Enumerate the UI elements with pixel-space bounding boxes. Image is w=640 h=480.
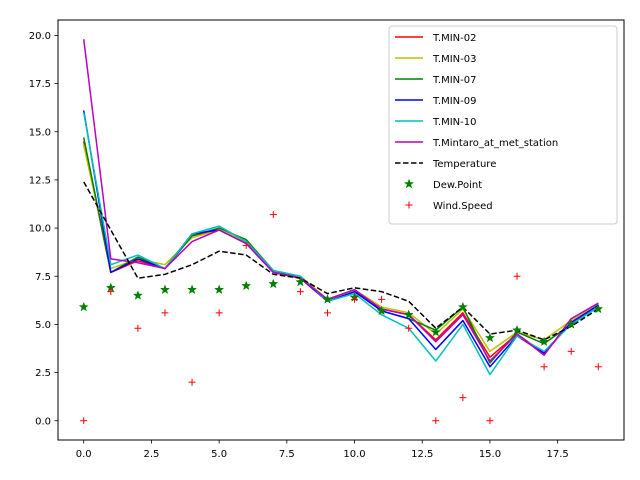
y-tick-label: 7.5 [35,272,51,283]
series-5 [82,39,599,362]
y-tick-label: 5.0 [35,320,51,331]
data-point [241,280,252,291]
y-tick-label: 2.5 [35,368,51,379]
data-point [430,326,441,337]
data-point [186,284,198,295]
data-point [567,347,575,355]
data-point [107,288,115,296]
series-8 [80,211,602,425]
data-point [351,295,359,303]
series-layer [78,39,604,425]
legend-item: Dew.Point [403,178,482,191]
legend-item: T.MIN-07 [395,75,477,86]
legend-label: Temperature [432,159,496,170]
y-tick-label: 10.0 [29,224,51,235]
y-tick-label: 12.5 [29,176,51,187]
data-point [159,284,171,295]
data-point [376,305,387,316]
legend-item: T.MIN-03 [395,54,477,65]
data-point [296,288,304,296]
legend-item: T.MIN-10 [395,117,477,128]
y-tick-label: 20.0 [29,31,51,42]
x-tick-label: 12.5 [411,449,433,460]
data-point [134,324,142,332]
data-point [214,284,225,295]
y-tick-label: 0.0 [35,416,51,427]
axes-frame [57,19,625,441]
data-point [484,332,496,343]
data-point [594,363,602,371]
legend-swatch [405,201,413,209]
data-point [457,301,468,312]
data-point [242,241,250,249]
data-point [322,294,333,304]
data-point [513,272,521,280]
x-tick-label: 15.0 [479,449,501,460]
legend-label: T.MIN-03 [432,54,477,65]
x-tick-label: 0.0 [76,449,92,460]
series-4 [82,112,599,376]
data-point [268,278,279,289]
data-point [188,378,196,386]
data-point [78,301,89,312]
legend-label: T.MIN-07 [432,75,477,86]
data-point [161,309,169,317]
series-6 [83,181,599,341]
legend-label: T.MIN-09 [432,96,477,107]
data-point [539,336,550,347]
series-line [82,112,599,376]
data-point [80,417,88,425]
data-point [486,417,494,425]
series-line [83,181,599,341]
data-point [323,309,331,317]
data-point [432,417,440,425]
axes-layer: 0.0 2.5 5.0 7.5 10.0 12.5 15.0 17.5 0.0 2.5 5.0 7.5… [29,19,625,460]
x-tick-label: 2.5 [143,449,159,460]
data-point [269,211,277,219]
data-point [405,324,413,332]
data-point [459,394,467,402]
legend: T.MIN-02 T.MIN-03 T.MIN-07 T.MIN-09 T.MIN-10… [388,25,618,225]
data-point [593,303,604,314]
legend-item: T.Mintaro_at_met_station [395,138,558,149]
legend-box [388,25,618,225]
data-point [566,319,577,329]
legend-label: T.MIN-02 [432,33,477,44]
y-tick-label: 17.5 [29,79,51,90]
legend-item: Temperature [395,159,496,170]
legend-item: T.MIN-02 [395,33,477,44]
legend-label: Wind.Speed [433,201,493,212]
legend-label: Dew.Point [433,180,482,191]
series-line [82,39,599,362]
x-tick-label: 7.5 [279,449,295,460]
legend-label: T.MIN-10 [432,117,477,128]
y-tick-label: 15.0 [29,127,51,138]
legend-item: Wind.Speed [405,201,493,212]
data-point [540,363,548,371]
x-tick-label: 17.5 [547,449,569,460]
legend-label: T.Mintaro_at_met_station [432,138,558,149]
data-point [132,290,143,300]
x-tick-label: 5.0 [211,449,227,460]
data-point [403,309,414,320]
data-point [511,324,523,335]
data-point [295,276,306,287]
data-point [215,309,223,317]
data-point [378,295,386,303]
legend-item: T.MIN-09 [395,96,477,107]
legend-swatch [403,178,415,189]
x-tick-label: 10.0 [343,449,365,460]
